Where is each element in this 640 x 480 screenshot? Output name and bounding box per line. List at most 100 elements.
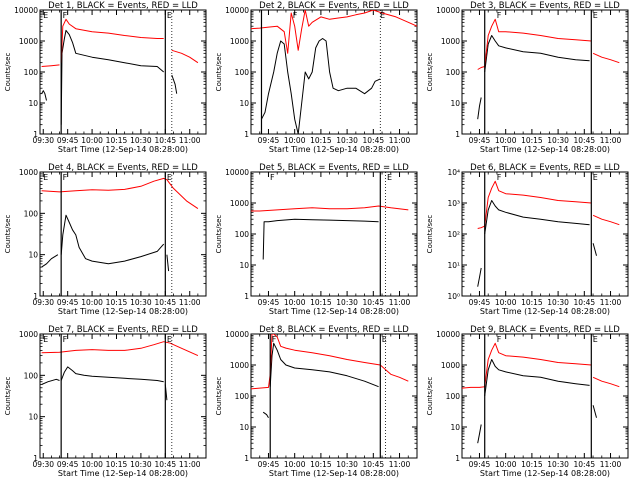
x-tick-label: 10:30 [130,460,152,469]
marker-flag: F [270,173,275,182]
series-line-lld [592,376,620,388]
y-tick-label: 10000 [436,330,460,339]
y-tick-label: 1000 [441,37,460,46]
series-line-events [41,90,47,101]
series-line-lld [60,18,164,63]
series-line-lld [592,52,620,64]
plot-area [251,205,409,260]
x-tick-label: 10:45 [574,136,596,145]
x-tick-label: 09:30 [32,460,54,469]
x-axis-label: Start Time (12-Sep-14 08:28:00) [480,469,610,478]
y-tick-label: 1 [244,292,249,301]
series-line-events [262,218,379,260]
plot-area [477,18,620,120]
series-line-events [60,214,165,265]
y-axis-label: Counts/sec [215,53,223,92]
series-line-lld [251,205,409,212]
chart-panel-2: Det 2, BLACK = Events, RED = LLD Counts/s… [215,1,418,154]
plot-area [41,177,199,272]
chart-title: Det 5, BLACK = Events, RED = LLD [259,163,409,173]
y-tick-label: 10000 [14,6,38,15]
plot-frame [250,333,418,459]
x-tick-label: 10:45 [574,298,596,307]
series-line-lld [41,177,199,210]
y-tick-label: 1000 [230,37,249,46]
y-tick-label: 1000 [441,361,460,370]
marker-flag: E [593,11,598,20]
chart-title: Det 9, BLACK = Events, RED = LLD [470,325,620,335]
marker-flag: F [63,173,68,182]
y-tick-label: 100 [235,230,250,239]
x-tick-label: 11:00 [600,136,622,145]
y-axis-label: Counts/sec [4,53,12,92]
plot-frame [250,171,418,297]
x-tick-label: 10:00 [284,136,306,145]
series-line-events [166,254,170,272]
y-tick-label: 1 [33,130,38,139]
x-axis-label: Start Time (12-Sep-14 08:28:00) [480,145,610,154]
y-tick-label: 100 [235,392,250,401]
marker-flag: E [593,173,598,182]
y-tick-label: 1000 [230,361,249,370]
series-line-events [41,378,60,385]
series-line-lld [41,341,199,357]
chart-title: Det 3, BLACK = Events, RED = LLD [470,1,620,11]
x-tick-label: 11:00 [179,460,201,469]
y-axis-label: Counts/sec [426,53,434,92]
x-tick-label: 10:30 [547,460,569,469]
y-tick-label: 10 [450,99,460,108]
marker-flag: F [63,11,68,20]
y-axis-label: Counts/sec [215,215,223,254]
x-tick-label: 09:45 [258,298,280,307]
y-tick-label: 10 [239,99,249,108]
x-tick-label: 09:45 [258,460,280,469]
y-axis-label: Counts/sec [426,377,434,416]
x-tick-label: 10:30 [547,136,569,145]
series-line-events [477,267,482,287]
x-tick-label: 09:30 [32,136,54,145]
chart-title: Det 7, BLACK = Events, RED = LLD [48,325,198,335]
y-axis-label: Counts/sec [426,215,434,254]
x-tick-label: 10:45 [155,298,177,307]
chart-title: Det 6, BLACK = Events, RED = LLD [470,163,620,173]
marker-flag: E [167,335,172,344]
plot-area [41,18,199,125]
chart-panel-3: Det 3, BLACK = Events, RED = LLD Counts/s… [426,1,629,154]
chart-panel-1: Det 1, BLACK = Events, RED = LLD Counts/s… [4,1,207,154]
y-tick-label: 10 [28,413,38,422]
marker-flag: E [167,11,172,20]
x-tick-label: 10:15 [521,136,543,145]
x-tick-label: 10:30 [336,460,358,469]
x-tick-label: 11:00 [179,298,201,307]
x-tick-label: 10:00 [284,460,306,469]
y-axis-label: Counts/sec [215,377,223,416]
x-tick-label: 09:45 [57,136,79,145]
series-line-lld [251,10,417,54]
y-tick-label: 10⁴ [447,168,460,177]
series-line-events [41,254,59,268]
y-tick-label: 1 [244,454,249,463]
marker-flag: E [43,11,48,20]
marker-flag: E [593,335,598,344]
series-line-lld [592,214,620,226]
x-axis-label: Start Time (12-Sep-14 08:28:00) [58,307,188,316]
marker-flag: F [63,335,68,344]
plot-area [462,342,620,444]
x-tick-label: 11:00 [389,460,411,469]
x-tick-label: 10:00 [495,136,517,145]
y-tick-label: 100 [24,371,39,380]
series-line-events [484,35,590,73]
x-tick-label: 10:45 [363,136,385,145]
y-tick-label: 1000 [19,37,38,46]
series-line-events [269,342,379,388]
x-tick-label: 10:00 [495,460,517,469]
chart-panel-4: Det 4, BLACK = Events, RED = LLD Counts/s… [4,163,207,316]
series-line-lld [462,342,592,389]
y-tick-label: 10² [447,230,460,239]
plot-area [41,341,199,401]
marker-flag: E [380,11,385,20]
y-tick-label: 10000 [436,6,460,15]
y-tick-label: 10 [239,261,249,270]
series-line-events [60,29,165,125]
series-line-events [261,38,381,134]
